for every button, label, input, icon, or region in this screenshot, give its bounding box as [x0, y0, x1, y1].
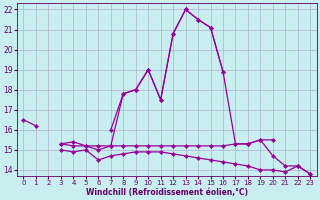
- X-axis label: Windchill (Refroidissement éolien,°C): Windchill (Refroidissement éolien,°C): [86, 188, 248, 197]
